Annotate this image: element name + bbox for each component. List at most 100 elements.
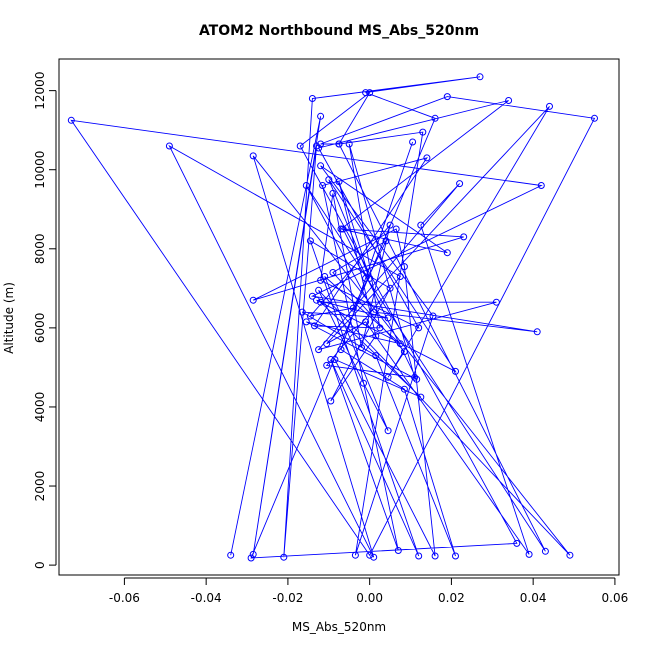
data-point: [533, 328, 541, 336]
data-point: [460, 233, 468, 241]
y-tick-label: 0: [33, 561, 47, 569]
data-point: [331, 356, 339, 363]
data-point: [452, 367, 459, 375]
data-point: [415, 324, 423, 332]
data-point: [419, 128, 427, 136]
data-point: [362, 318, 370, 326]
data-point: [339, 225, 347, 233]
data-point: [513, 539, 521, 547]
data-point: [306, 312, 314, 320]
data-point: [317, 112, 325, 120]
data-point: [372, 332, 380, 340]
data-point: [227, 551, 235, 559]
y-tick-label: 8000: [33, 234, 47, 265]
data-point: [386, 221, 394, 229]
chart-title: ATOM2 Northbound MS_Abs_520nm: [199, 23, 479, 39]
data-point: [165, 142, 173, 150]
data-point: [400, 263, 408, 271]
data-point: [337, 225, 345, 233]
data-point: [384, 314, 392, 322]
data-point: [423, 154, 431, 162]
data-point: [400, 385, 408, 393]
data-point: [566, 551, 574, 559]
data-point: [372, 352, 380, 360]
data-point: [396, 273, 404, 280]
data-point: [417, 221, 425, 229]
y-axis-label: Altitude (m): [2, 282, 16, 354]
data-point: [431, 114, 439, 122]
y-tick-label: 4000: [33, 392, 47, 423]
data-point: [362, 274, 370, 282]
data-point: [400, 348, 408, 356]
x-tick-label: -0.06: [109, 591, 140, 605]
data-point: [392, 225, 400, 233]
x-tick-label: 0.02: [438, 591, 465, 605]
data-point: [456, 180, 464, 188]
x-tick-label: 0.00: [356, 591, 383, 605]
data-point: [329, 269, 337, 276]
data-point: [345, 140, 353, 148]
data-point: [302, 318, 310, 326]
data-point: [452, 552, 459, 560]
data-point: [337, 346, 345, 354]
data-point: [67, 116, 75, 124]
data-point: [411, 373, 419, 381]
data-point: [476, 73, 484, 81]
data-point: [525, 550, 533, 558]
data-point: [302, 182, 310, 189]
x-tick-label: 0.04: [520, 591, 547, 605]
data-point: [327, 397, 335, 405]
data-point: [327, 356, 335, 363]
data-point: [317, 140, 325, 148]
data-point: [280, 553, 288, 561]
data-point: [329, 189, 337, 197]
data-point: [315, 346, 323, 354]
data-point: [308, 95, 316, 102]
y-tick-label: 2000: [33, 471, 47, 502]
y-tick-label: 10000: [33, 151, 47, 189]
x-axis-label: MS_Abs_520nm: [292, 620, 386, 634]
plot-layer: [67, 73, 598, 562]
data-point: [366, 551, 374, 559]
data-point: [362, 89, 370, 97]
data-point: [249, 296, 257, 304]
data-point: [308, 292, 316, 300]
data-point: [323, 340, 331, 348]
data-point: [315, 144, 323, 152]
axes-layer: -0.06 -0.04 -0.02 0.00 0.02 0.04 0.06 0 2000 4000…: [33, 72, 628, 605]
data-point: [384, 373, 392, 381]
data-point: [505, 97, 513, 104]
data-point: [417, 393, 425, 401]
data-point: [492, 298, 500, 306]
data-point: [537, 182, 545, 189]
data-point: [431, 552, 439, 560]
data-point: [315, 286, 323, 294]
y-tick-label: 6000: [33, 313, 47, 344]
data-point: [247, 554, 255, 562]
data-point: [360, 379, 367, 387]
x-tick-label: -0.04: [191, 591, 222, 605]
data-point: [317, 298, 325, 306]
data-point: [429, 312, 437, 320]
data-point: [335, 140, 343, 148]
data-point: [546, 102, 553, 110]
data-point: [349, 304, 357, 312]
data-point: [382, 237, 390, 245]
data-point: [409, 138, 417, 146]
data-point: [394, 547, 402, 554]
data-point: [306, 237, 314, 245]
x-tick-label: 0.06: [602, 591, 629, 605]
data-point: [541, 547, 549, 555]
data-point: [396, 340, 404, 348]
data-point: [443, 93, 451, 101]
data-point: [415, 552, 423, 560]
data-point: [413, 375, 421, 383]
data-point: [317, 276, 325, 284]
data-point: [366, 89, 374, 97]
data-point: [358, 344, 365, 352]
data-point: [370, 553, 378, 561]
data-point: [313, 142, 320, 150]
y-tick-label: 12000: [33, 72, 47, 110]
